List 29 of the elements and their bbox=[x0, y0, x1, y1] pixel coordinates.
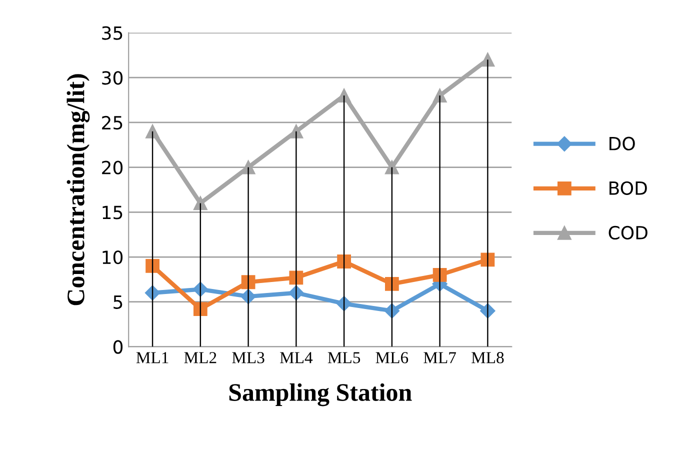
x-tick-label: ML6 bbox=[376, 352, 408, 364]
point bbox=[146, 124, 160, 138]
point bbox=[146, 259, 160, 273]
y-tick-label: 25 bbox=[102, 116, 122, 130]
x-tick-label: ML2 bbox=[184, 352, 216, 364]
point bbox=[193, 196, 208, 210]
x-tick-label: ML7 bbox=[424, 352, 456, 364]
legend-label: DO bbox=[610, 136, 635, 150]
legend-label: COD bbox=[608, 226, 648, 240]
point bbox=[384, 160, 399, 174]
x-tick-label: ML8 bbox=[472, 352, 504, 364]
x-axis-title: Sampling Station bbox=[229, 383, 412, 406]
y-tick-label: 35 bbox=[102, 26, 122, 40]
y-tick-label: 0 bbox=[113, 340, 123, 354]
x-tick-label: ML5 bbox=[328, 352, 360, 364]
x-tick-label: ML1 bbox=[136, 352, 168, 364]
point bbox=[337, 254, 351, 268]
point bbox=[193, 302, 208, 316]
y-tick-label: 5 bbox=[114, 296, 122, 309]
y-tick-label: 15 bbox=[102, 206, 122, 220]
y-tick-label: 20 bbox=[102, 160, 123, 174]
legend-label: BOD bbox=[610, 181, 647, 195]
y-tick-label: 10 bbox=[102, 250, 123, 264]
point bbox=[384, 276, 399, 291]
y-tick-label: 30 bbox=[102, 71, 123, 85]
x-tick-label: ML4 bbox=[280, 352, 313, 364]
point bbox=[337, 88, 351, 102]
x-tick-label: ML3 bbox=[232, 352, 264, 364]
y-axis-title: Concentration(mg/lit) bbox=[66, 74, 90, 306]
